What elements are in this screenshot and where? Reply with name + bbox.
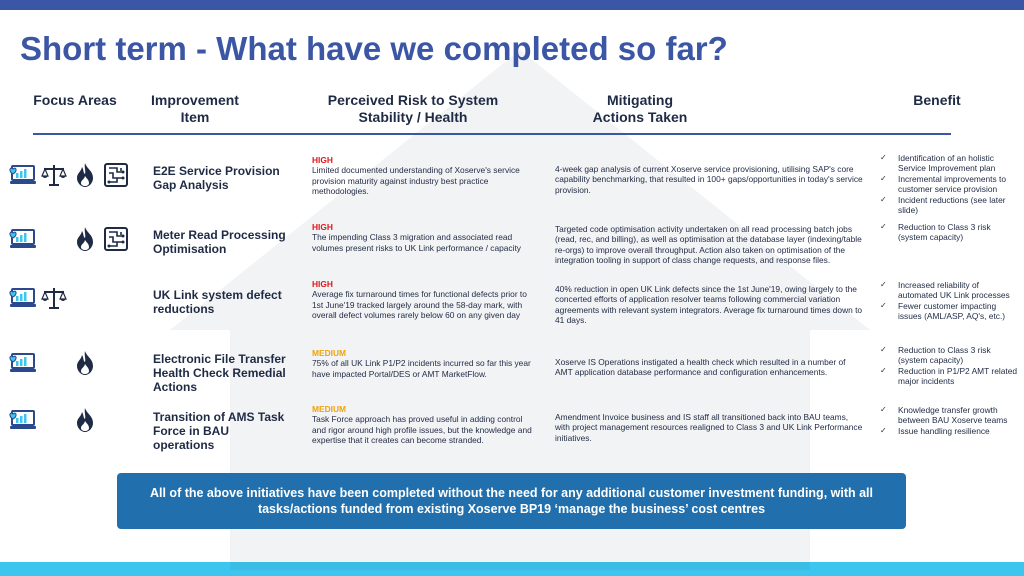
improvement-item-title: Transition of AMS Task Force in BAU oper…	[153, 410, 285, 452]
fire-icon	[70, 349, 100, 377]
laptop-chart-icon	[8, 225, 38, 253]
page-title: Short term - What have we completed so f…	[20, 30, 728, 67]
risk-level-badge: HIGH	[312, 155, 333, 165]
risk-cell: MEDIUM 75% of all UK Link P1/P2 incident…	[312, 348, 537, 379]
risk-level-badge: HIGH	[312, 222, 333, 232]
fire-icon	[70, 161, 100, 189]
mitigating-action-text: Amendment Invoice business and IS staff …	[555, 412, 863, 443]
bottom-accent-band	[0, 562, 1024, 576]
header-divider	[33, 133, 951, 135]
benefit-text: Incremental improvements to customer ser…	[898, 173, 1006, 195]
risk-level-badge: HIGH	[312, 279, 333, 289]
checkmark-icon: ✓	[880, 300, 887, 310]
summary-banner: All of the above initiatives have been c…	[117, 473, 906, 529]
risk-cell: MEDIUM Task Force approach has proved us…	[312, 404, 537, 446]
laptop-chart-icon	[8, 161, 38, 189]
benefit-list: ✓ Identification of an holistic Service I…	[880, 153, 1020, 215]
checkmark-icon: ✓	[880, 153, 887, 162]
benefit-text: Increased reliability of automated UK Li…	[898, 280, 1010, 301]
benefit-item: ✓ Incident reductions (see later slide)	[880, 195, 1020, 216]
benefit-item: ✓ Identification of an holistic Service I…	[880, 153, 1020, 174]
risk-level-badge: MEDIUM	[312, 348, 346, 358]
scales-icon	[39, 284, 69, 312]
benefit-list: ✓ Reduction to Class 3 risk (system capac…	[880, 345, 1020, 387]
header-benefit: Benefit	[913, 92, 961, 108]
benefit-text: Incident reductions (see later slide)	[898, 194, 1006, 216]
risk-level-badge: MEDIUM	[312, 404, 346, 414]
mitigating-action-text: 40% reduction in open UK Link defects si…	[555, 284, 863, 326]
focus-area-icons	[8, 161, 132, 189]
risk-cell: HIGH Limited documented understanding of…	[312, 155, 537, 197]
focus-area-icons	[8, 225, 132, 253]
empty-icon-slot	[70, 284, 100, 312]
benefit-item: ✓ Increased reliability of automated UK L…	[880, 280, 1020, 301]
empty-icon-slot	[101, 406, 131, 434]
benefit-item: ✓ Incremental improvements to customer se…	[880, 174, 1020, 195]
improvement-item-title: UK Link system defect reductions	[153, 288, 282, 316]
benefit-item: ✓ Issue handling resilience	[880, 426, 1020, 436]
checkmark-icon: ✓	[880, 280, 887, 289]
checkmark-icon: ✓	[880, 194, 887, 204]
benefit-list: ✓ Knowledge transfer growth between BAU X…	[880, 405, 1020, 436]
benefit-item: ✓ Knowledge transfer growth between BAU X…	[880, 405, 1020, 426]
focus-area-icons	[8, 349, 132, 377]
fire-icon	[70, 406, 100, 434]
benefit-text: Reduction to Class 3 risk (system capaci…	[898, 222, 991, 243]
benefit-item: ✓ Reduction to Class 3 risk (system capac…	[880, 345, 1020, 366]
benefit-item: ✓ Reduction in P1/P2 AMT related major in…	[880, 366, 1020, 387]
focus-area-icons	[8, 284, 132, 312]
top-accent-band	[0, 0, 1024, 10]
benefit-list: ✓ Increased reliability of automated UK L…	[880, 280, 1020, 322]
improvement-item-title: Electronic File Transfer Health Check Re…	[153, 352, 286, 394]
risk-description: 75% of all UK Link P1/P2 incidents incur…	[312, 358, 531, 379]
benefit-text: Issue handling resilience	[898, 425, 990, 436]
benefit-text: Fewer customer impacting issues (AML/ASP…	[898, 300, 1006, 322]
risk-description: Limited documented understanding of Xose…	[312, 165, 520, 197]
empty-icon-slot	[39, 225, 69, 253]
header-improvement-item: Improvement Item	[151, 92, 239, 125]
benefit-text: Reduction to Class 3 risk (system capaci…	[898, 345, 991, 366]
fire-icon	[70, 225, 100, 253]
focus-area-icons	[8, 406, 132, 434]
empty-icon-slot	[39, 406, 69, 434]
checkmark-icon: ✓	[880, 425, 887, 435]
benefit-text: Reduction in P1/P2 AMT related major inc…	[898, 365, 1018, 387]
circuit-icon	[101, 161, 131, 189]
risk-description: Task Force approach has proved useful in…	[312, 414, 532, 446]
improvement-item-title: Meter Read Processing Optimisation	[153, 228, 286, 256]
improvement-item-title: E2E Service Provision Gap Analysis	[153, 164, 280, 192]
checkmark-icon: ✓	[880, 173, 887, 183]
checkmark-icon: ✓	[880, 365, 887, 375]
summary-banner-text: All of the above initiatives have been c…	[149, 486, 874, 516]
laptop-chart-icon	[8, 349, 38, 377]
laptop-chart-icon	[8, 284, 38, 312]
mitigating-action-text: 4-week gap analysis of current Xoserve s…	[555, 164, 863, 195]
empty-icon-slot	[101, 284, 131, 312]
empty-icon-slot	[101, 349, 131, 377]
benefit-text: Knowledge transfer growth between BAU Xo…	[898, 405, 1008, 426]
benefit-text: Identification of an holistic Service Im…	[898, 153, 996, 174]
header-perceived-risk: Perceived Risk to System Stability / Heal…	[327, 92, 499, 125]
risk-cell: HIGH Average fix turnaround times for fu…	[312, 279, 537, 321]
scales-icon	[39, 161, 69, 189]
benefit-item: ✓ Reduction to Class 3 risk (system capac…	[880, 222, 1020, 243]
checkmark-icon: ✓	[880, 222, 887, 231]
benefit-list: ✓ Reduction to Class 3 risk (system capac…	[880, 222, 1020, 243]
benefit-item: ✓ Fewer customer impacting issues (AML/AS…	[880, 301, 1020, 322]
header-focus-areas: Focus Areas	[33, 92, 117, 108]
mitigating-action-text: Targeted code optimisation activity unde…	[555, 224, 862, 266]
risk-description: Average fix turnaround times for functio…	[312, 289, 527, 321]
circuit-icon	[101, 225, 131, 253]
risk-cell: HIGH The impending Class 3 migration and…	[312, 222, 537, 253]
empty-icon-slot	[39, 349, 69, 377]
laptop-chart-icon	[8, 406, 38, 434]
header-mitigating-actions: Mitigating Actions Taken	[592, 92, 688, 125]
checkmark-icon: ✓	[880, 405, 887, 414]
risk-description: The impending Class 3 migration and asso…	[312, 232, 521, 253]
checkmark-icon: ✓	[880, 345, 887, 354]
mitigating-action-text: Xoserve IS Operations instigated a healt…	[555, 357, 846, 378]
